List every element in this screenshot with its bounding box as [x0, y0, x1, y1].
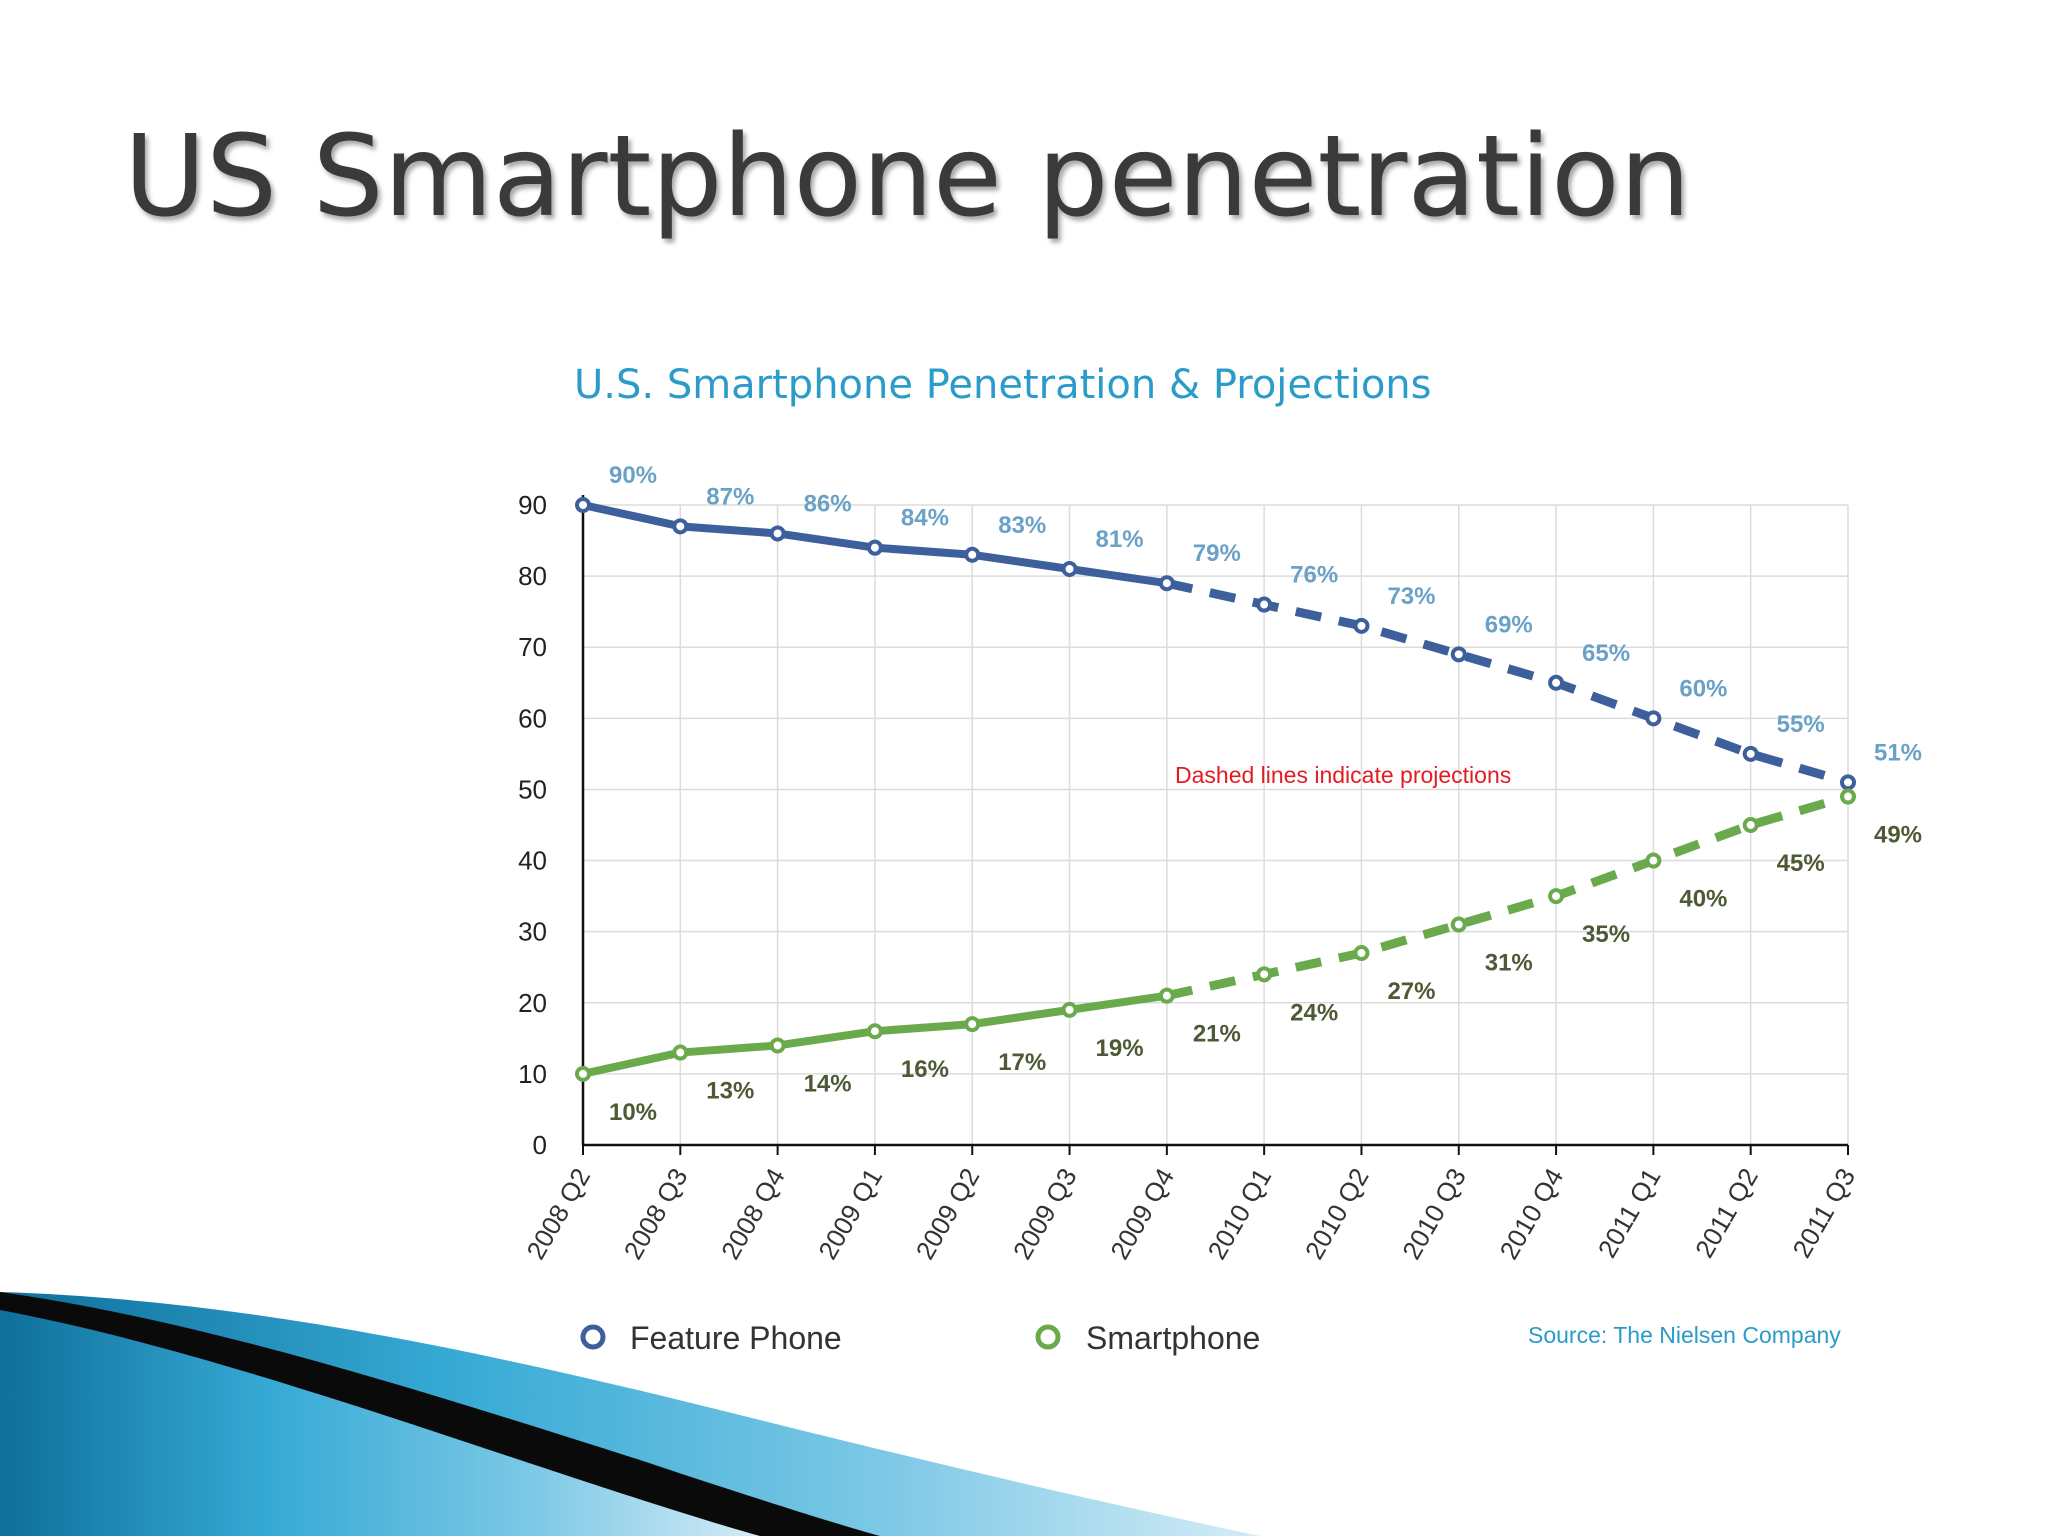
- smartphone-label-6: 21%: [1193, 1021, 1241, 1048]
- smartphone-point-13: [1840, 788, 1856, 805]
- smartphone-label-3: 16%: [901, 1056, 949, 1083]
- feature-phone-label-10: 65%: [1582, 640, 1630, 667]
- feature-phone-label-11: 60%: [1679, 675, 1727, 702]
- feature-phone-point-8: [1353, 617, 1370, 634]
- y-tick-label-70: 70: [518, 632, 547, 662]
- feature-phone-point-9: [1450, 646, 1467, 663]
- y-tick-label-60: 60: [518, 703, 547, 733]
- smartphone-point-10: [1548, 888, 1565, 905]
- feature-phone-label-4: 83%: [998, 512, 1046, 539]
- feature-phone-label-6: 79%: [1193, 540, 1241, 567]
- y-tick-label-40: 40: [518, 846, 547, 876]
- feature-phone-label-8: 73%: [1387, 583, 1435, 610]
- smartphone-point-7: [1256, 966, 1273, 983]
- smartphone-label-2: 14%: [804, 1070, 852, 1097]
- smartphone-point-12: [1742, 817, 1759, 833]
- feature-phone-point-7: [1256, 596, 1273, 613]
- smartphone-label-5: 19%: [1096, 1035, 1144, 1062]
- feature-phone-label-2: 86%: [804, 490, 852, 517]
- smartphone-point-11: [1645, 852, 1662, 869]
- feature-phone-point-11: [1645, 710, 1662, 727]
- feature-phone-point-13: [1840, 774, 1856, 791]
- feature-phone-point-12: [1742, 745, 1759, 762]
- feature-phone-point-0: [575, 497, 591, 513]
- legend-label-smartphone: Smartphone: [1086, 1320, 1260, 1356]
- smartphone-label-11: 40%: [1679, 886, 1727, 913]
- feature-phone-point-1: [672, 518, 689, 535]
- smartphone-point-3: [866, 1023, 883, 1040]
- smartphone-label-7: 24%: [1290, 999, 1338, 1026]
- smartphone-point-4: [964, 1016, 981, 1033]
- projection-annotation: Dashed lines indicate projections: [1175, 762, 1511, 788]
- feature-phone-label-3: 84%: [901, 505, 949, 532]
- smartphone-point-6: [1158, 987, 1175, 1004]
- smartphone-label-13: 49%: [1874, 822, 1922, 849]
- smartphone-point-1: [672, 1044, 689, 1061]
- legend-marker-feature-phone: [580, 1324, 606, 1350]
- smartphone-label-4: 17%: [998, 1049, 1046, 1076]
- grid: [583, 504, 1849, 1145]
- feature-phone-point-5: [1061, 561, 1078, 577]
- smartphone-point-8: [1353, 945, 1370, 961]
- y-tick-label-10: 10: [518, 1059, 547, 1089]
- feature-phone-point-2: [769, 525, 786, 542]
- smartphone-point-9: [1450, 916, 1467, 933]
- y-tick-label-20: 20: [518, 988, 547, 1018]
- smartphone-label-1: 13%: [706, 1078, 754, 1105]
- y-tick-label-50: 50: [518, 774, 547, 804]
- legend-marker-smartphone: [1035, 1324, 1061, 1350]
- feature-phone-point-3: [866, 539, 883, 556]
- feature-phone-point-10: [1548, 674, 1565, 691]
- slide-title: US Smartphone penetration: [124, 112, 1691, 242]
- smartphone-label-9: 31%: [1485, 950, 1533, 977]
- y-tick-label-80: 80: [518, 561, 547, 591]
- feature-phone-point-6: [1158, 575, 1175, 592]
- y-tick-label-30: 30: [518, 917, 547, 947]
- smartphone-projection-line: [1165, 792, 1850, 1001]
- feature-phone-label-0: 90%: [609, 462, 657, 489]
- feature-phone-label-13: 51%: [1874, 739, 1922, 766]
- smartphone-point-2: [769, 1037, 786, 1054]
- data-labels: 90% 87% 86% 84% 83% 81% 79% 76% 73% 69% 65% 60% 55% 5…: [609, 462, 1922, 1126]
- swoosh-blue-band: [0, 1310, 760, 1536]
- smartphone-label-8: 27%: [1387, 978, 1435, 1005]
- feature-phone-label-7: 76%: [1290, 562, 1338, 589]
- legend: Feature Phone Smartphone: [580, 1320, 1260, 1356]
- feature-phone-point-4: [964, 546, 981, 563]
- source-note: Source: The Nielsen Company: [1528, 1322, 1841, 1348]
- legend-label-feature-phone: Feature Phone: [630, 1320, 842, 1356]
- series: [575, 497, 1856, 1082]
- smartphone-label-12: 45%: [1777, 850, 1825, 877]
- smartphone-label-10: 35%: [1582, 921, 1630, 948]
- feature-phone-label-5: 81%: [1096, 526, 1144, 553]
- chart-title: U.S. Smartphone Penetration & Projection…: [574, 362, 1431, 408]
- y-tick-label-90: 90: [518, 490, 547, 520]
- feature-phone-label-9: 69%: [1485, 611, 1533, 638]
- smartphone-point-5: [1061, 1001, 1078, 1018]
- feature-phone-label-1: 87%: [706, 483, 754, 510]
- feature-phone-label-12: 55%: [1777, 711, 1825, 738]
- smartphone-point-0: [575, 1065, 591, 1082]
- smartphone-label-0: 10%: [609, 1099, 657, 1126]
- feature-phone-projection-line: [1165, 578, 1850, 787]
- y-tick-label-0: 0: [533, 1130, 547, 1160]
